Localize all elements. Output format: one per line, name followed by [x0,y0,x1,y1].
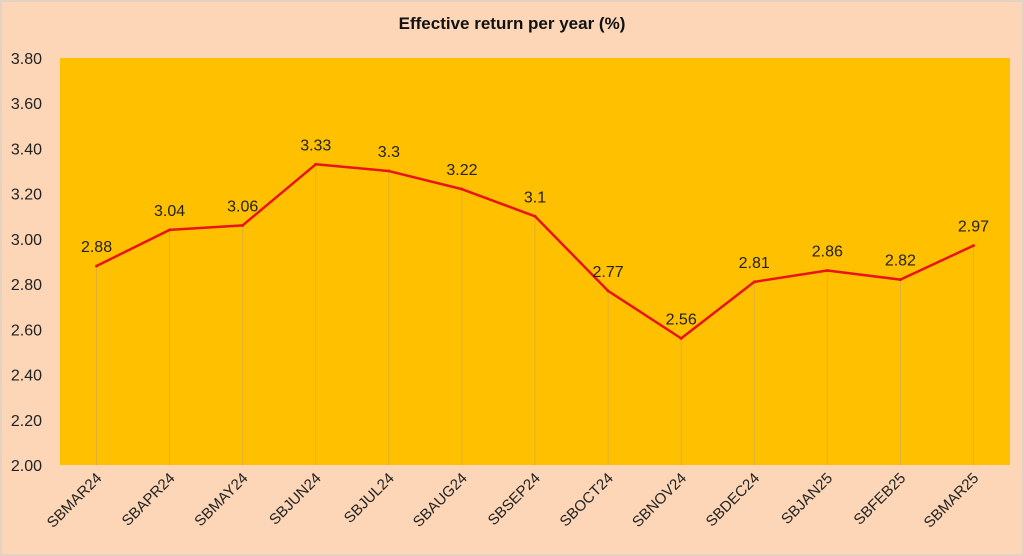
data-label: 2.88 [81,239,112,256]
data-label: 2.77 [593,264,624,281]
y-tick-label: 2.80 [11,277,42,294]
data-label: 3.22 [446,162,477,179]
y-tick-label: 2.60 [11,322,42,339]
data-label: 2.56 [666,311,697,328]
data-label: 3.06 [227,198,258,215]
data-point [168,228,172,232]
data-point [971,244,975,248]
data-label: 3.3 [378,144,400,161]
data-label: 2.81 [739,255,770,272]
chart-title: Effective return per year (%) [398,14,626,33]
data-point [460,187,464,191]
x-tick-label: SBAUG24 [410,470,471,531]
y-tick-label: 3.00 [11,232,42,249]
data-point [679,336,683,340]
x-tick-label: SBJUL24 [341,470,398,527]
x-tick-label: SBJUN24 [266,470,325,529]
y-tick-label: 3.40 [11,141,42,158]
x-tick-label: SBMAY24 [191,470,251,530]
x-tick-label: SBSEP24 [485,470,544,529]
x-tick-label: SBDEC24 [703,470,763,530]
y-tick-label: 2.40 [11,368,42,385]
y-tick-label: 3.20 [11,187,42,204]
y-tick-label: 3.60 [11,96,42,113]
x-tick-label: SBOCT24 [557,470,617,530]
data-point [314,162,318,166]
x-tick-label: SBMAR24 [44,470,106,532]
data-label: 3.33 [300,137,331,154]
x-tick-label: SBNOV24 [629,470,690,531]
data-point [95,264,99,268]
data-point [752,280,756,284]
data-point [387,169,391,173]
data-point [533,214,537,218]
data-label: 2.97 [958,219,989,236]
x-tick-label: SBFEB25 [851,470,910,529]
data-label: 3.1 [524,189,546,206]
y-tick-label: 2.00 [11,458,42,475]
x-tick-label: SBAPR24 [119,470,179,530]
x-tick-label: SBMAR25 [921,470,983,532]
data-label: 2.86 [812,244,843,261]
y-tick-label: 2.20 [11,413,42,430]
y-tick-label: 3.80 [11,51,42,68]
data-label: 3.04 [154,203,185,220]
data-point [241,223,245,227]
data-label: 2.82 [885,253,916,270]
data-point [898,278,902,282]
data-point [825,269,829,273]
data-point [606,289,610,293]
x-tick-label: SBJAN25 [778,470,836,528]
